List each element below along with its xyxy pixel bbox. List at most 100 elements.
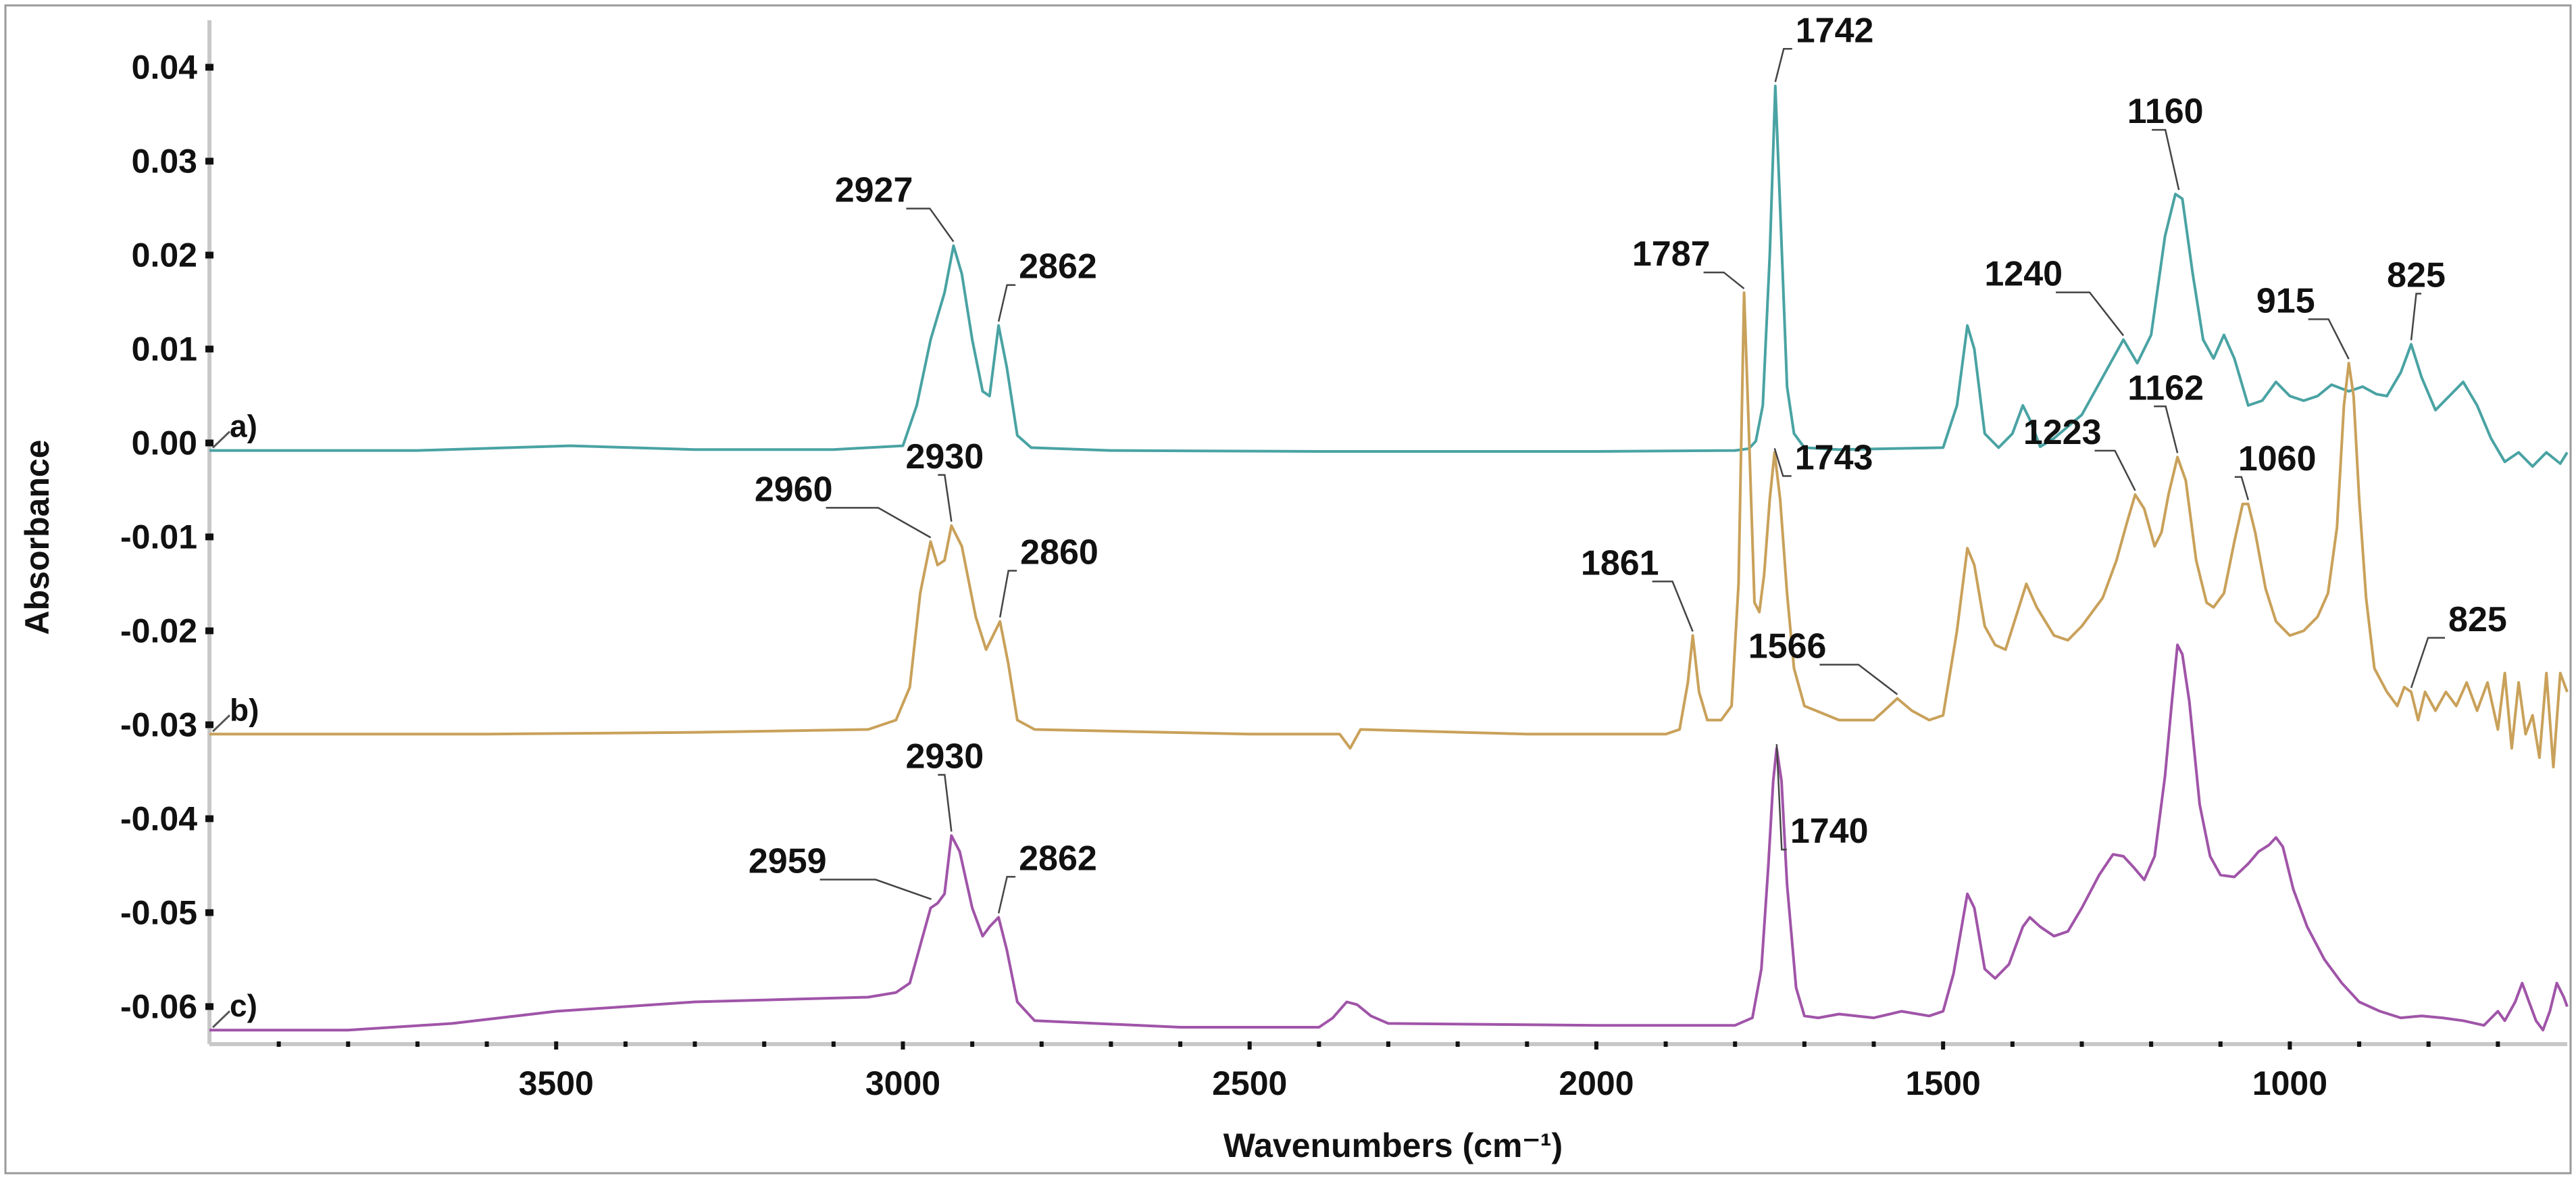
- peak-label: 1240: [1984, 255, 2063, 294]
- x-tick-label: 2000: [1559, 1064, 1634, 1102]
- x-tick-label: 2500: [1212, 1064, 1287, 1102]
- peak-label: 1566: [1748, 627, 1827, 666]
- y-tick-mark: [205, 627, 213, 635]
- x-minor-tick: [970, 1041, 975, 1047]
- peak-label: 2930: [905, 737, 984, 776]
- series-layer: [209, 84, 2569, 1032]
- peak-leader: [2410, 293, 2422, 341]
- peak-label: 825: [2448, 600, 2507, 639]
- x-minor-tick: [2218, 1041, 2223, 1047]
- peak-label: 1861: [1581, 543, 1659, 583]
- peak-label: 2930: [905, 437, 984, 476]
- y-tick-mark: [205, 439, 213, 447]
- peak-leader: [999, 570, 1017, 618]
- y-tick-label: 0.00: [132, 424, 197, 462]
- peak-leader: [1773, 447, 1792, 477]
- peak-label: 2959: [749, 842, 827, 881]
- series-label: b): [230, 692, 259, 727]
- y-tick-mark: [205, 345, 213, 353]
- peak-leader: [2234, 476, 2250, 501]
- y-tick-mark: [205, 533, 213, 541]
- peak-label: 825: [2387, 256, 2446, 295]
- peak-leader: [1703, 271, 1745, 290]
- y-tick-label: -0.06: [120, 987, 197, 1025]
- series-line: [209, 291, 2569, 768]
- x-tick-label: 3000: [865, 1064, 940, 1102]
- peak-label: 2927: [835, 171, 913, 210]
- peak-leader: [938, 474, 953, 522]
- x-minor-tick: [1455, 1041, 1460, 1047]
- x-minor-tick: [2496, 1041, 2500, 1047]
- peak-leader: [2152, 128, 2180, 191]
- y-tick-label: -0.01: [120, 518, 197, 556]
- peak-leader: [2094, 449, 2136, 491]
- series-line: [209, 643, 2569, 1032]
- peak-label: 1740: [1790, 812, 1869, 851]
- x-minor-tick: [1525, 1041, 1530, 1047]
- y-tick-mark: [205, 909, 213, 916]
- x-minor-tick: [831, 1041, 836, 1047]
- x-minor-tick: [1871, 1041, 1876, 1047]
- series-label-leader: [211, 430, 231, 449]
- peak-leader: [1819, 664, 1898, 695]
- peak-label: 2960: [755, 470, 833, 509]
- peak-label: 2860: [1020, 533, 1098, 572]
- peak-leader: [2056, 291, 2125, 337]
- x-tick-mark: [901, 1041, 905, 1050]
- x-minor-tick: [1178, 1041, 1183, 1047]
- x-minor-tick: [484, 1041, 489, 1047]
- x-tick-label: 3500: [519, 1064, 594, 1102]
- x-minor-tick: [415, 1041, 420, 1047]
- y-tick-mark: [205, 64, 213, 71]
- x-tick-mark: [1594, 1041, 1598, 1050]
- x-minor-tick: [2426, 1041, 2431, 1047]
- peak-leader: [997, 284, 1016, 322]
- peak-leader: [938, 774, 953, 832]
- peak-label: 1223: [2023, 413, 2102, 452]
- peak-label: 1742: [1796, 11, 1874, 50]
- peak-leader: [2154, 405, 2179, 453]
- peak-leader: [819, 879, 932, 900]
- y-tick-label: 0.02: [132, 236, 197, 274]
- x-minor-tick: [1802, 1041, 1807, 1047]
- y-tick-label: -0.04: [120, 799, 197, 837]
- x-axis-title: Wavenumbers (cm⁻¹): [1223, 1127, 1563, 1164]
- peak-label: 1160: [2127, 92, 2204, 131]
- x-tick-mark: [2288, 1041, 2292, 1050]
- x-minor-tick: [1317, 1041, 1321, 1047]
- y-tick-label: 0.04: [132, 48, 198, 86]
- y-tick-mark: [205, 1003, 213, 1010]
- peak-leader: [1775, 744, 1787, 851]
- peak-label: 915: [2256, 281, 2315, 320]
- series-label-leader: [211, 714, 231, 733]
- peak-leader: [1652, 581, 1694, 632]
- x-tick-mark: [554, 1041, 559, 1050]
- ticks: 0.04 0.03 0.02 0.01 0.00 -0.01 -0.02 -0.03 -0.04…: [120, 48, 2500, 1102]
- series-line: [209, 84, 2569, 468]
- x-minor-tick: [1733, 1041, 1738, 1047]
- y-axis-title: Absorbance: [18, 440, 56, 635]
- x-minor-tick: [2010, 1041, 2015, 1047]
- x-tick-mark: [1941, 1041, 1946, 1050]
- series-label: c): [230, 988, 257, 1023]
- x-tick-label: 1000: [2252, 1064, 2327, 1102]
- series-label: a): [230, 409, 257, 444]
- peak-label: 2862: [1019, 839, 1097, 878]
- x-minor-tick: [1039, 1041, 1044, 1047]
- series-label-leader: [211, 1010, 231, 1029]
- x-minor-tick: [692, 1041, 697, 1047]
- x-minor-tick: [1663, 1041, 1668, 1047]
- y-tick-label: 0.03: [132, 142, 197, 180]
- peak-label: 2862: [1019, 247, 1097, 287]
- x-minor-tick: [1109, 1041, 1113, 1047]
- series-labels-layer: a) b) c): [211, 409, 259, 1029]
- y-tick-mark: [205, 157, 213, 165]
- y-tick-label: -0.05: [120, 893, 197, 931]
- peak-leader: [997, 876, 1016, 914]
- x-minor-tick: [1386, 1041, 1390, 1047]
- peak-label: 1787: [1632, 235, 1711, 274]
- x-minor-tick: [2149, 1041, 2154, 1047]
- y-tick-label: -0.03: [120, 706, 197, 743]
